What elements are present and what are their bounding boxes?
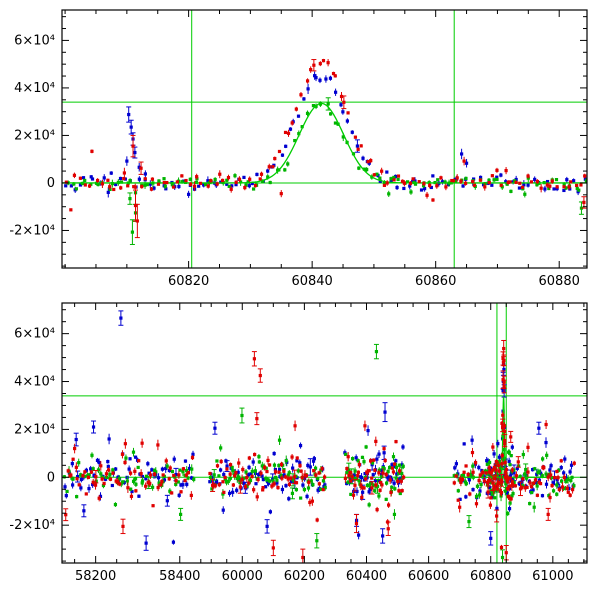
panel-top-axes — [62, 10, 587, 268]
panel-bottom-series-red-band — [63, 339, 576, 563]
panel-top-model-curve — [62, 102, 586, 184]
x-tick-label: 60840 — [291, 274, 332, 289]
panel-bottom-axes — [62, 303, 587, 563]
y-tick-label: -2×10⁴ — [9, 518, 55, 533]
x-tick-label: 60600 — [408, 569, 449, 584]
x-tick-label: 60400 — [346, 569, 387, 584]
panel-top-reference-lines — [62, 10, 587, 268]
x-tick-label: 60820 — [168, 274, 209, 289]
y-tick-label: 0 — [47, 470, 55, 485]
y-tick-label: -2×10⁴ — [9, 223, 55, 238]
x-tick-label: 58400 — [159, 569, 200, 584]
panel-top-series-red-band — [64, 58, 587, 239]
panel-bottom-series-blue-band — [63, 310, 575, 551]
panel-top-axis-labels: 60820 60840 60860 60880 -2×10⁴ 0 2×10⁴ 4×10⁴ 6×1… — [9, 33, 579, 289]
panel-bottom-axis-labels: 58200 58400 60000 60200 60400 60600 60800 61000… — [9, 327, 573, 584]
y-tick-label: 2×10⁴ — [14, 128, 55, 143]
y-tick-label: 4×10⁴ — [14, 81, 55, 96]
panel-top-data-layer — [62, 10, 587, 268]
panel-bottom-series-green-band — [62, 343, 576, 563]
x-tick-label: 60000 — [222, 569, 263, 584]
panel-bottom-data-layer — [62, 303, 587, 563]
panel-top-frame — [61, 9, 588, 269]
x-tick-label: 60860 — [415, 274, 456, 289]
panel-bottom-reference-lines — [62, 303, 587, 563]
x-tick-label: 60800 — [470, 569, 511, 584]
x-tick-label: 60880 — [539, 274, 580, 289]
panel-top-series-blue-band — [64, 71, 587, 198]
x-tick-label: 60200 — [284, 569, 325, 584]
panel-top-series-green-band — [66, 97, 587, 245]
y-tick-label: 2×10⁴ — [14, 422, 55, 437]
x-tick-label: 61000 — [532, 569, 573, 584]
y-tick-label: 4×10⁴ — [14, 375, 55, 390]
y-tick-label: 6×10⁴ — [14, 327, 55, 342]
y-tick-label: 6×10⁴ — [14, 33, 55, 48]
panel-bottom-frame — [61, 302, 588, 564]
x-tick-label: 58200 — [75, 569, 116, 584]
y-tick-label: 0 — [47, 176, 55, 191]
